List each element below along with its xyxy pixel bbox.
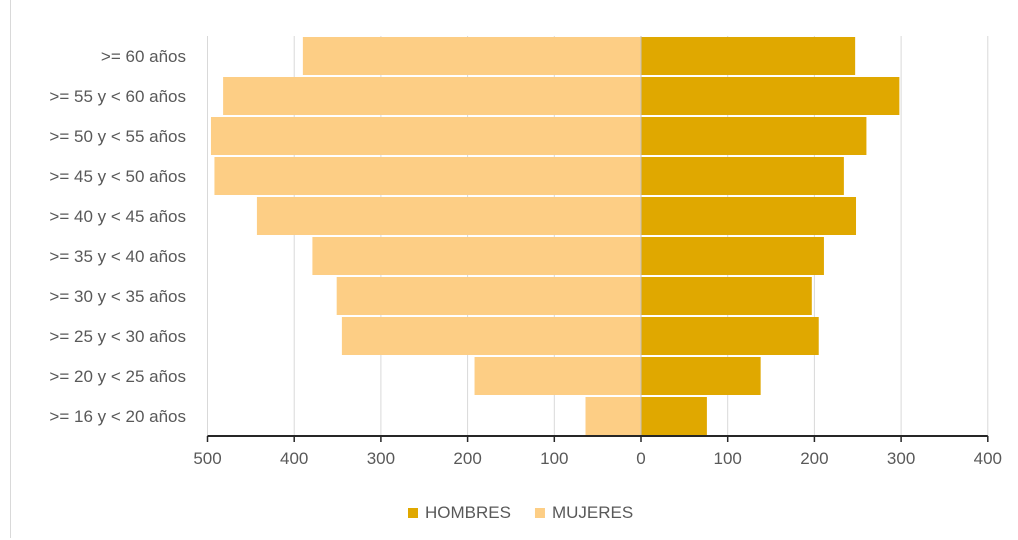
category-label: >= 25 y < 30 años bbox=[49, 327, 186, 346]
category-label: >= 20 y < 25 años bbox=[49, 367, 186, 386]
bar-hombres bbox=[641, 117, 867, 155]
x-tick-label: 200 bbox=[453, 449, 481, 468]
x-tick-label: 100 bbox=[540, 449, 568, 468]
bar-hombres bbox=[641, 197, 857, 235]
x-tick-label: 400 bbox=[974, 449, 1002, 468]
category-label: >= 16 y < 20 años bbox=[49, 407, 186, 426]
x-tick-label: 300 bbox=[887, 449, 915, 468]
bar-mujeres bbox=[214, 157, 641, 195]
bar-mujeres bbox=[312, 237, 641, 275]
bar-mujeres bbox=[256, 197, 641, 235]
x-tick-label: 100 bbox=[714, 449, 742, 468]
bar-mujeres bbox=[302, 37, 641, 75]
bar-mujeres bbox=[341, 317, 641, 355]
bar-hombres bbox=[641, 277, 812, 315]
category-label: >= 55 y < 60 años bbox=[49, 87, 186, 106]
bar-mujeres bbox=[210, 117, 641, 155]
bar-hombres bbox=[641, 237, 824, 275]
x-tick-label: 200 bbox=[800, 449, 828, 468]
x-tick-label: 500 bbox=[193, 449, 221, 468]
bar-hombres bbox=[641, 77, 900, 115]
bar-mujeres bbox=[223, 77, 641, 115]
bar-hombres bbox=[641, 317, 819, 355]
legend-swatch bbox=[534, 508, 545, 518]
legend-swatch bbox=[408, 508, 418, 518]
x-tick-label: 300 bbox=[367, 449, 395, 468]
category-label: >= 40 y < 45 años bbox=[49, 207, 186, 226]
category-label: >= 50 y < 55 años bbox=[49, 127, 186, 146]
category-label: >= 60 años bbox=[101, 47, 186, 66]
bar-mujeres bbox=[474, 357, 641, 395]
bar-hombres bbox=[641, 157, 844, 195]
legend-label: MUJERES bbox=[552, 503, 633, 522]
legend-label: HOMBRES bbox=[425, 503, 511, 522]
bar-mujeres bbox=[336, 277, 641, 315]
category-label: >= 30 y < 35 años bbox=[49, 287, 186, 306]
bar-mujeres bbox=[585, 397, 641, 435]
x-tick-label: 0 bbox=[636, 449, 645, 468]
category-label: >= 35 y < 40 años bbox=[49, 247, 186, 266]
x-tick-label: 400 bbox=[280, 449, 308, 468]
category-label: >= 45 y < 50 años bbox=[49, 167, 186, 186]
bar-hombres bbox=[641, 357, 761, 395]
bar-hombres bbox=[641, 397, 707, 435]
bar-hombres bbox=[641, 37, 856, 75]
